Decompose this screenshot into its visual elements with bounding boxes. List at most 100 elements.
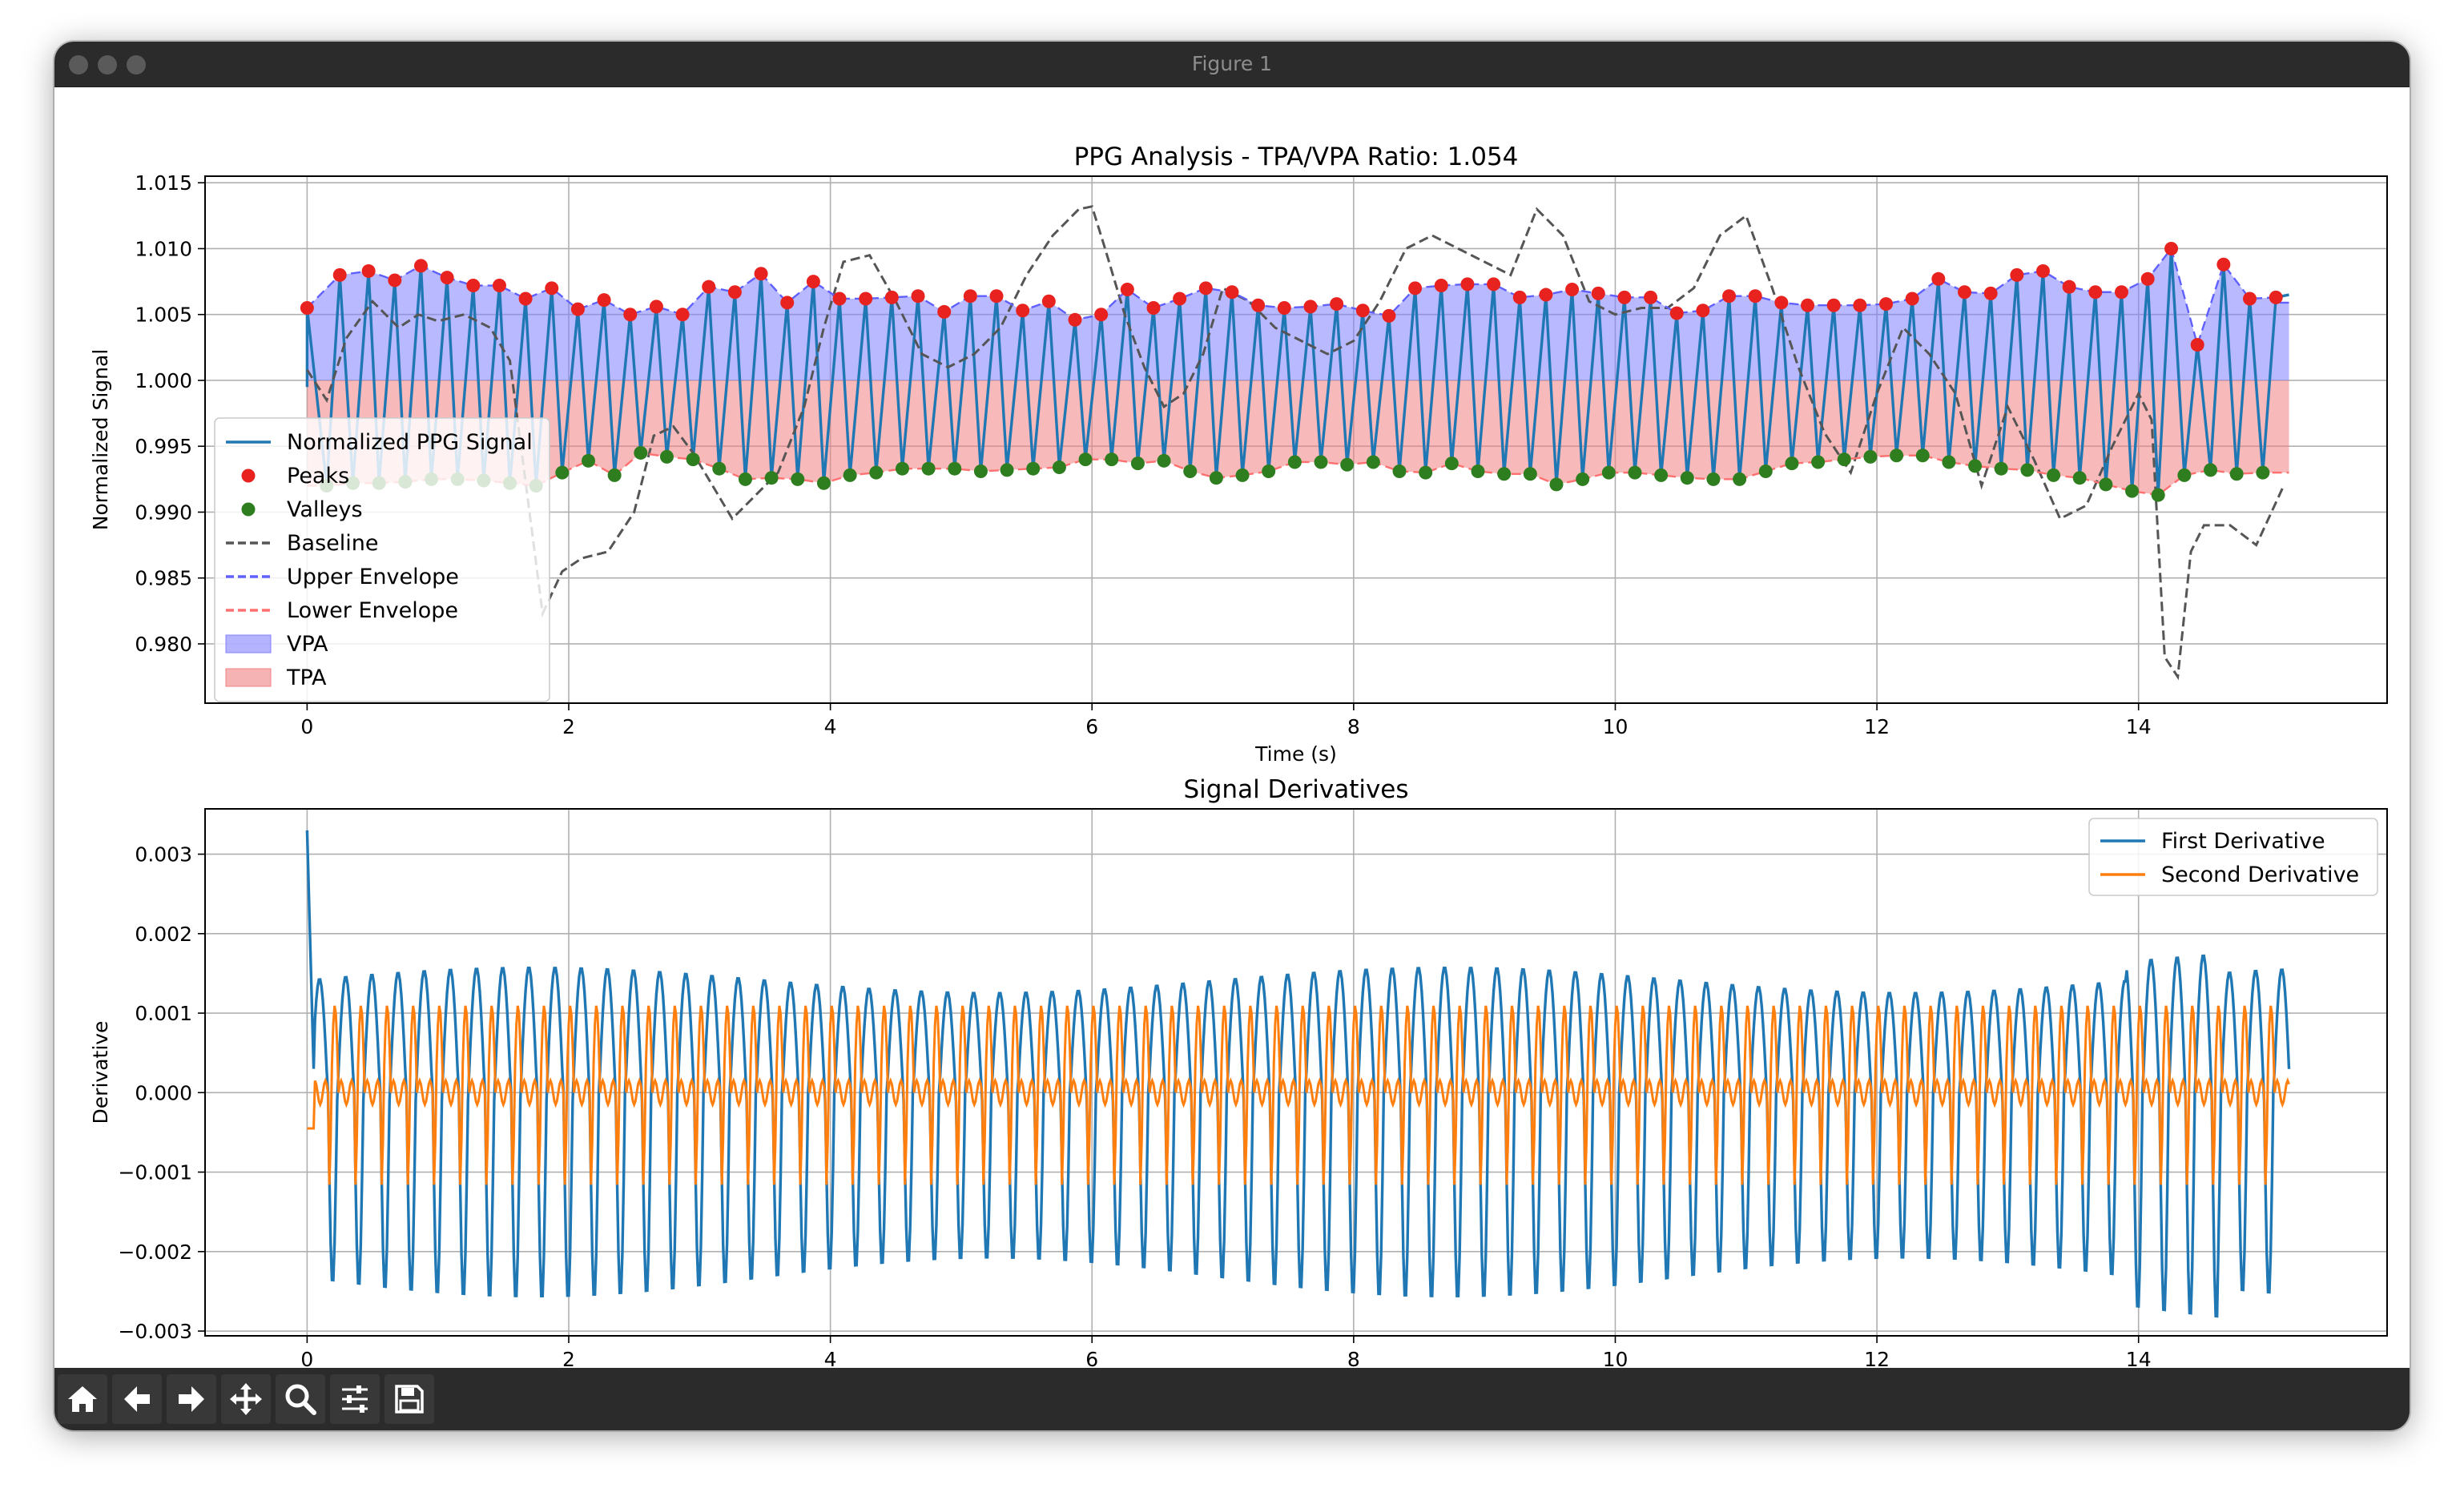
- home-button[interactable]: [58, 1374, 107, 1424]
- legend-label: Upper Envelope: [287, 565, 459, 589]
- y-tick-label: 1.010: [135, 237, 192, 260]
- peak-marker: [2164, 241, 2179, 255]
- x-tick-label: 2: [562, 715, 575, 738]
- forward-button[interactable]: [167, 1374, 216, 1424]
- pan-move-icon: [230, 1383, 262, 1415]
- peak-marker: [702, 279, 716, 294]
- peak-marker: [300, 301, 314, 315]
- valley-marker: [1576, 472, 1590, 486]
- y-tick-label: 1.005: [135, 304, 192, 327]
- peak-marker: [570, 302, 585, 316]
- peak-marker: [832, 292, 847, 306]
- valley-marker: [1942, 455, 1956, 469]
- valley-marker: [1994, 461, 2008, 476]
- peak-marker: [1460, 277, 1475, 292]
- peak-marker: [1565, 282, 1580, 296]
- peak-marker: [780, 296, 795, 310]
- valley-marker: [2229, 467, 2244, 481]
- x-tick-label: 10: [1603, 715, 1629, 738]
- peak-marker: [1408, 281, 1423, 296]
- valley-marker: [634, 445, 648, 460]
- valley-marker: [1419, 465, 1433, 480]
- valley-marker: [1706, 472, 1721, 486]
- x-tick-label: 0: [300, 1348, 313, 1371]
- close-window-button[interactable]: [69, 55, 88, 74]
- peak-marker: [1983, 286, 1998, 300]
- valley-marker: [555, 465, 570, 480]
- configure-subplots-button[interactable]: [330, 1374, 380, 1424]
- valley-marker: [1601, 465, 1616, 480]
- zoom-window-button[interactable]: [127, 55, 146, 74]
- peak-marker: [1487, 277, 1501, 292]
- peak-marker: [1198, 281, 1213, 296]
- peak-marker: [2010, 267, 2024, 282]
- valley-marker: [2177, 468, 2192, 482]
- valley-marker: [1890, 448, 1904, 463]
- valley-marker: [2072, 471, 2087, 485]
- valley-marker: [738, 472, 752, 486]
- save-button[interactable]: [384, 1374, 434, 1424]
- peak-marker: [440, 271, 454, 285]
- legend-label: Baseline: [287, 531, 378, 556]
- x-tick-label: 4: [824, 715, 837, 738]
- peak-marker: [1434, 279, 1448, 293]
- valley-marker: [1340, 457, 1355, 472]
- valley-marker: [1968, 459, 1983, 473]
- back-button[interactable]: [112, 1374, 162, 1424]
- x-tick-label: 12: [1864, 715, 1890, 738]
- valley-marker: [1758, 464, 1773, 478]
- peak-marker: [1382, 308, 1396, 323]
- legend-patch-swatch: [225, 668, 272, 687]
- peak-marker: [1826, 298, 1841, 312]
- legend-marker-swatch: [241, 469, 256, 483]
- legend-label: TPA: [286, 666, 327, 690]
- y-axis-label: Derivative: [89, 1021, 112, 1124]
- peak-marker: [649, 300, 663, 314]
- peak-marker: [597, 293, 611, 308]
- peak-marker: [2140, 271, 2155, 286]
- valley-marker: [607, 468, 622, 482]
- valley-marker: [973, 464, 988, 478]
- valley-marker: [1733, 472, 1747, 486]
- peak-marker: [388, 273, 402, 288]
- x-tick-label: 4: [824, 1348, 837, 1371]
- peak-marker: [518, 292, 533, 306]
- y-tick-label: 1.015: [135, 171, 192, 195]
- peak-marker: [884, 290, 899, 304]
- valley-marker: [1471, 464, 1485, 478]
- first-derivative-line: [305, 830, 2291, 1318]
- figure-canvas[interactable]: 0 2 4 6 8 10 12 14 0.980 0.985 0.990 0.995 1.000 1.00…: [54, 86, 2410, 1413]
- peak-marker: [1173, 292, 1187, 306]
- valley-marker: [1287, 455, 1302, 469]
- y-tick-label: 0.985: [135, 567, 192, 590]
- vpa-area: [307, 248, 2289, 380]
- configure-subplots-icon: [342, 1385, 368, 1413]
- window-title: Figure 1: [1191, 52, 1273, 75]
- valley-marker: [1628, 465, 1642, 480]
- chart-title: PPG Analysis - TPA/VPA Ratio: 1.054: [1074, 143, 1519, 171]
- peak-marker: [1774, 296, 1789, 310]
- valley-marker: [1680, 471, 1694, 485]
- valley-marker: [1157, 453, 1171, 468]
- pan-button[interactable]: [221, 1374, 271, 1424]
- forward-arrow-icon: [179, 1386, 204, 1412]
- valley-marker: [1262, 464, 1276, 478]
- peak-marker: [727, 285, 742, 300]
- y-axis-label: Normalized Signal: [89, 349, 112, 531]
- ppg-legend: Normalized PPG Signal Peaks Valleys Baselin…: [214, 417, 550, 702]
- valley-marker: [895, 461, 909, 476]
- peak-marker: [1251, 298, 1266, 312]
- valley-marker: [2151, 488, 2165, 502]
- x-tick-label: 8: [1347, 715, 1360, 738]
- minimize-window-button[interactable]: [98, 55, 117, 74]
- valley-marker: [764, 471, 779, 485]
- y-tick-label: −0.002: [118, 1241, 192, 1264]
- peak-marker: [1644, 290, 1658, 304]
- peak-marker: [466, 279, 481, 293]
- zoom-button[interactable]: [276, 1374, 325, 1424]
- peak-marker: [2243, 292, 2257, 306]
- second-derivative-line: [307, 1005, 2290, 1185]
- valley-marker: [1811, 455, 1826, 469]
- plot-content: [305, 830, 2291, 1318]
- valley-marker: [686, 452, 700, 467]
